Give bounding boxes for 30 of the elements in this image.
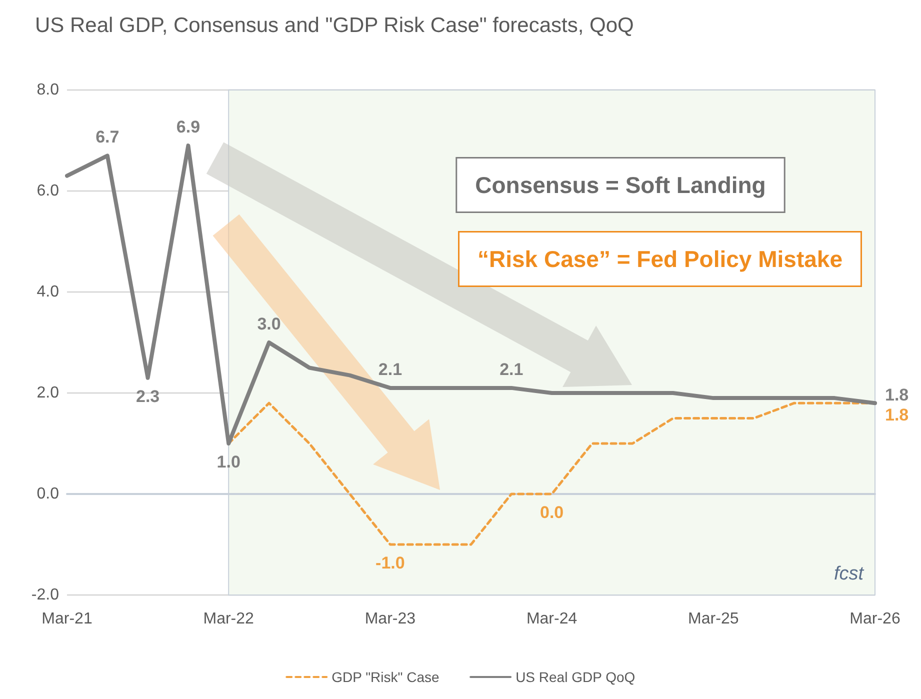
data-label: 2.3 <box>136 386 160 406</box>
legend-label: US Real GDP QoQ <box>516 669 636 685</box>
data-label: 0.0 <box>540 503 564 522</box>
data-label: 3.0 <box>257 314 281 334</box>
annotation: “Risk Case” = Fed Policy Mistake <box>478 246 842 272</box>
data-label: 1.8 <box>885 406 909 425</box>
data-label: 1.0 <box>216 452 240 472</box>
x-tick-label: Mar-23 <box>364 610 416 628</box>
y-tick-label: 4.0 <box>36 284 60 300</box>
y-tick-label: 8.0 <box>36 82 60 98</box>
y-tick-label: 2.0 <box>36 384 60 402</box>
x-tick-label: Mar-26 <box>850 610 900 628</box>
data-label: 1.8 <box>885 386 909 405</box>
line-series <box>65 144 877 446</box>
annotation: Consensus = Soft Landing <box>475 172 766 198</box>
data-label: -1.0 <box>376 554 405 572</box>
data-label: 2.1 <box>500 360 524 379</box>
data-label: 6.9 <box>176 118 200 137</box>
band-label: fcst <box>834 564 864 584</box>
data-label: 6.7 <box>96 128 120 147</box>
legend-label: GDP "Risk" Case <box>332 669 440 685</box>
x-tick-label: Mar-21 <box>42 610 92 628</box>
x-tick-label: Mar-22 <box>203 610 254 628</box>
y-tick-label: 0.0 <box>36 486 60 502</box>
x-tick-label: Mar-25 <box>688 610 739 628</box>
chart-title: US Real GDP, Consensus and "GDP Risk Case" forecasts, QoQ <box>35 14 634 37</box>
y-tick-label: 6.0 <box>36 182 60 200</box>
x-tick-label: Mar-24 <box>526 610 578 628</box>
y-tick-label: -2.0 <box>31 586 60 604</box>
data-label: 2.1 <box>378 360 402 379</box>
